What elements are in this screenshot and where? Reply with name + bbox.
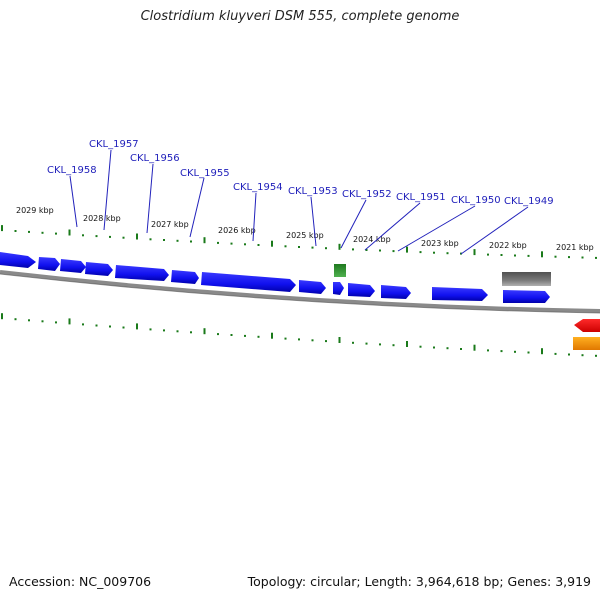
cds-arrow[interactable] — [38, 257, 60, 271]
leader-line — [252, 192, 257, 242]
gene-label[interactable]: CKL_1955 — [180, 168, 230, 179]
leader-line — [340, 199, 367, 249]
cds-features-forward — [0, 252, 550, 303]
rrna-feature[interactable] — [502, 272, 551, 286]
leader-line — [146, 163, 154, 234]
gene-label[interactable]: CKL_1951 — [396, 192, 446, 203]
leader-line — [310, 196, 317, 247]
gene-label[interactable]: CKL_1952 — [342, 189, 392, 200]
leader-line — [69, 175, 78, 228]
leader-line — [189, 177, 205, 238]
orange-feature[interactable] — [573, 337, 600, 350]
cds-arrow[interactable] — [115, 265, 169, 281]
cds-arrow[interactable] — [503, 290, 550, 303]
cds-arrow[interactable] — [348, 283, 375, 297]
scale-label: 2028 kbp — [83, 214, 121, 223]
scale-label: 2024 kbp — [353, 235, 391, 244]
cds-arrow[interactable] — [60, 259, 86, 273]
cds-arrow[interactable] — [85, 262, 113, 276]
scale-label: 2026 kbp — [218, 226, 256, 235]
cds-arrow[interactable] — [299, 280, 326, 294]
map-title: Clostridium kluyveri DSM 555, complete g… — [140, 9, 460, 24]
cds-arrow[interactable] — [171, 270, 199, 284]
gene-label[interactable]: CKL_1957 — [89, 139, 139, 150]
gene-label[interactable]: CKL_1950 — [451, 195, 501, 206]
leader-line — [460, 206, 529, 255]
genome-backbone-shadow — [0, 273, 600, 314]
gene-label[interactable]: CKL_1958 — [47, 165, 97, 176]
cds-arrow[interactable] — [381, 285, 411, 299]
gene-label[interactable]: CKL_1953 — [288, 186, 338, 197]
scale-ticks-inner — [1, 313, 597, 357]
gene-label[interactable]: CKL_1954 — [233, 182, 283, 193]
trna-feature[interactable] — [334, 264, 346, 277]
scale-label: 2027 kbp — [151, 220, 189, 229]
genome-backbone — [0, 270, 600, 313]
scale-ticks-outer — [1, 225, 597, 259]
scale-label: 2022 kbp — [489, 241, 527, 250]
cds-arrow[interactable] — [333, 282, 344, 295]
leader-line — [103, 149, 112, 231]
gene-label[interactable]: CKL_1949 — [504, 196, 554, 207]
genome-summary-text: Topology: circular; Length: 3,964,618 bp… — [247, 574, 591, 589]
cds-arrow[interactable] — [432, 287, 488, 301]
gene-label[interactable]: CKL_1956 — [130, 153, 180, 164]
scale-label: 2021 kbp — [556, 243, 594, 252]
cds-arrow[interactable] — [0, 252, 36, 268]
red-feature[interactable] — [574, 319, 600, 332]
accession-text: Accession: NC_009706 — [9, 574, 152, 589]
scale-label: 2023 kbp — [421, 239, 459, 248]
gene-label-leaders — [69, 149, 529, 255]
leader-line — [364, 202, 421, 251]
scale-label: 2029 kbp — [16, 206, 54, 215]
cds-arrow[interactable] — [201, 272, 296, 292]
scale-label: 2025 kbp — [286, 231, 324, 240]
leader-line — [397, 205, 476, 252]
